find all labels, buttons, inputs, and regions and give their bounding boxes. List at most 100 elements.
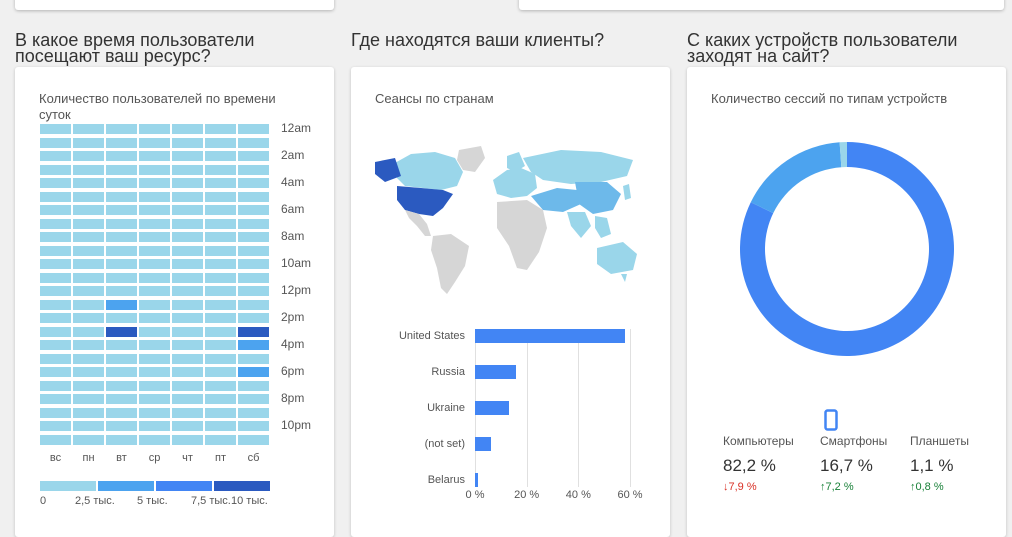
heatmap-cell[interactable] — [40, 313, 71, 323]
heatmap-cell[interactable] — [172, 259, 203, 269]
heatmap-cell[interactable] — [139, 205, 170, 215]
heatmap-cell[interactable] — [73, 178, 104, 188]
heatmap-cell[interactable] — [40, 326, 71, 337]
heatmap-cell[interactable] — [106, 218, 137, 229]
heatmap-cell[interactable] — [238, 272, 269, 283]
heatmap-cell[interactable] — [238, 380, 269, 391]
heatmap-cell[interactable] — [172, 191, 203, 202]
heatmap-cell[interactable] — [106, 245, 137, 256]
heatmap-cell[interactable] — [40, 299, 71, 310]
heatmap-cell[interactable] — [73, 299, 104, 310]
heatmap-cell[interactable] — [205, 178, 236, 188]
heatmap-cell[interactable] — [40, 259, 71, 269]
heatmap-cell[interactable] — [139, 434, 170, 445]
heatmap-cell[interactable] — [205, 313, 236, 323]
heatmap-cell[interactable] — [106, 232, 137, 242]
heatmap-cell[interactable] — [106, 272, 137, 283]
heatmap-cell[interactable] — [238, 340, 269, 350]
heatmap-cell[interactable] — [172, 137, 203, 148]
heatmap-cell[interactable] — [106, 353, 137, 364]
heatmap-cell[interactable] — [139, 191, 170, 202]
heatmap-cell[interactable] — [73, 353, 104, 364]
heatmap-cell[interactable] — [73, 259, 104, 269]
heatmap-cell[interactable] — [205, 205, 236, 215]
heatmap-cell[interactable] — [40, 340, 71, 350]
heatmap-cell[interactable] — [40, 286, 71, 296]
heatmap-cell[interactable] — [205, 151, 236, 161]
heatmap-cell[interactable] — [205, 218, 236, 229]
heatmap-cell[interactable] — [238, 151, 269, 161]
heatmap-cell[interactable] — [139, 367, 170, 377]
heatmap-cell[interactable] — [73, 380, 104, 391]
heatmap-cell[interactable] — [238, 313, 269, 323]
heatmap-cell[interactable] — [205, 380, 236, 391]
heatmap-cell[interactable] — [40, 353, 71, 364]
bar-belarus[interactable] — [475, 473, 478, 487]
donut-slice-Смартфоны[interactable] — [750, 142, 842, 214]
heatmap-cell[interactable] — [205, 353, 236, 364]
heatmap-cell[interactable] — [238, 245, 269, 256]
heatmap-cell[interactable] — [73, 434, 104, 445]
heatmap-cell[interactable] — [106, 259, 137, 269]
heatmap-cell[interactable] — [205, 286, 236, 296]
heatmap-cell[interactable] — [172, 353, 203, 364]
heatmap-cell[interactable] — [40, 394, 71, 404]
heatmap-cell[interactable] — [172, 218, 203, 229]
heatmap-cell[interactable] — [106, 394, 137, 404]
heatmap-cell[interactable] — [73, 421, 104, 431]
heatmap-cell[interactable] — [40, 421, 71, 431]
heatmap-cell[interactable] — [73, 205, 104, 215]
heatmap-cell[interactable] — [238, 178, 269, 188]
heatmap-cell[interactable] — [139, 394, 170, 404]
heatmap-cell[interactable] — [205, 434, 236, 445]
heatmap-cell[interactable] — [238, 421, 269, 431]
heatmap-cell[interactable] — [205, 245, 236, 256]
heatmap-cell[interactable] — [205, 340, 236, 350]
heatmap-cell[interactable] — [172, 245, 203, 256]
heatmap-cell[interactable] — [238, 286, 269, 296]
heatmap-cell[interactable] — [238, 124, 269, 134]
heatmap-cell[interactable] — [205, 299, 236, 310]
heatmap-cell[interactable] — [238, 218, 269, 229]
heatmap-cell[interactable] — [73, 326, 104, 337]
donut-slice-Планшеты[interactable] — [839, 142, 847, 168]
heatmap-cell[interactable] — [205, 124, 236, 134]
heatmap-cell[interactable] — [40, 245, 71, 256]
heatmap-cell[interactable] — [40, 272, 71, 283]
heatmap-cell[interactable] — [139, 151, 170, 161]
heatmap-cell[interactable] — [139, 124, 170, 134]
heatmap-cell[interactable] — [238, 434, 269, 445]
heatmap-cell[interactable] — [73, 137, 104, 148]
heatmap-cell[interactable] — [238, 232, 269, 242]
heatmap-cell[interactable] — [238, 137, 269, 148]
heatmap-cell[interactable] — [205, 326, 236, 337]
heatmap-cell[interactable] — [106, 151, 137, 161]
heatmap-cell[interactable] — [238, 326, 269, 337]
heatmap-cell[interactable] — [172, 340, 203, 350]
heatmap-cell[interactable] — [139, 286, 170, 296]
heatmap-cell[interactable] — [139, 218, 170, 229]
heatmap-cell[interactable] — [139, 272, 170, 283]
bar-russia[interactable] — [475, 365, 517, 379]
heatmap-cell[interactable] — [73, 340, 104, 350]
heatmap-cell[interactable] — [106, 164, 137, 175]
heatmap-cell[interactable] — [73, 272, 104, 283]
heatmap-cell[interactable] — [172, 313, 203, 323]
devices-donut-chart[interactable] — [740, 142, 954, 356]
heatmap-cell[interactable] — [172, 151, 203, 161]
heatmap-cell[interactable] — [40, 205, 71, 215]
heatmap-cell[interactable] — [172, 164, 203, 175]
heatmap-cell[interactable] — [205, 232, 236, 242]
heatmap-cell[interactable] — [73, 151, 104, 161]
heatmap-cell[interactable] — [40, 380, 71, 391]
heatmap-cell[interactable] — [139, 245, 170, 256]
heatmap-cell[interactable] — [40, 407, 71, 418]
heatmap-cell[interactable] — [172, 421, 203, 431]
heatmap-cell[interactable] — [139, 313, 170, 323]
heatmap-cell[interactable] — [139, 326, 170, 337]
heatmap-cell[interactable] — [40, 218, 71, 229]
heatmap-cell[interactable] — [139, 340, 170, 350]
bar-united-states[interactable] — [475, 329, 625, 343]
heatmap-cell[interactable] — [139, 164, 170, 175]
heatmap-cell[interactable] — [139, 137, 170, 148]
